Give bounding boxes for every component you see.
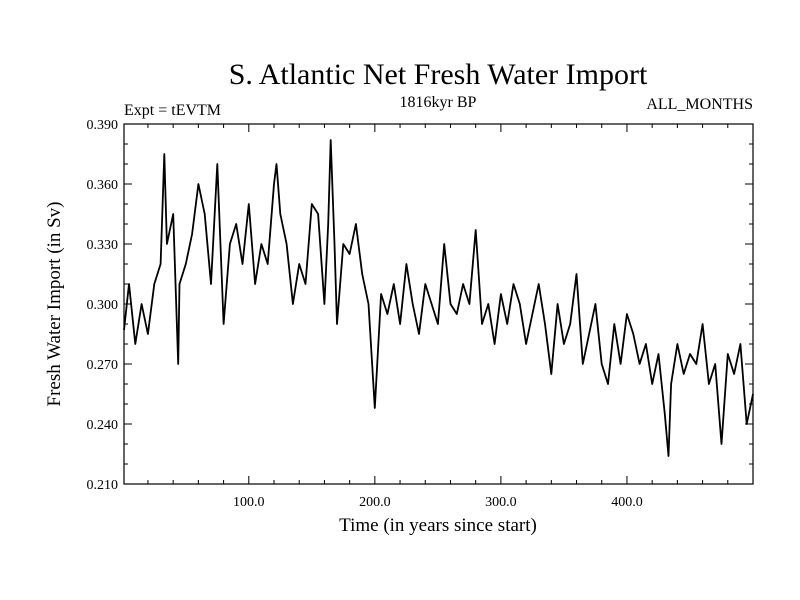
y-tick-label: 0.360 <box>87 178 119 193</box>
x-tick-label: 100.0 <box>233 495 265 510</box>
plot-frame <box>123 123 754 485</box>
y-axis: 0.210 0.240 0.270 0.300 0.330 0.360 0.390 <box>87 118 753 493</box>
y-axis-label: Fresh Water Import (in Sv) <box>44 202 65 407</box>
y-tick-label: 0.270 <box>87 358 119 373</box>
y-tick-label: 0.330 <box>87 238 119 253</box>
expt-label: Expt = tEVTM <box>124 102 221 119</box>
x-tick-label: 300.0 <box>485 495 517 510</box>
y-tick-label: 0.240 <box>87 418 119 433</box>
months-label: ALL_MONTHS <box>646 96 753 113</box>
x-axis-label: Time (in years since start) <box>339 515 537 536</box>
y-tick-label: 0.210 <box>87 478 119 493</box>
period-label: 1816kyr BP <box>400 94 477 111</box>
x-axis: 100.0 200.0 300.0 400.0 <box>147 124 729 510</box>
fresh-water-import-line <box>123 139 754 457</box>
y-tick-label: 0.390 <box>87 118 119 133</box>
x-tick-label: 400.0 <box>611 495 643 510</box>
x-tick-label: 200.0 <box>359 495 391 510</box>
chart-title: S. Atlantic Net Fresh Water Import <box>229 58 648 91</box>
y-tick-label: 0.300 <box>87 298 119 313</box>
